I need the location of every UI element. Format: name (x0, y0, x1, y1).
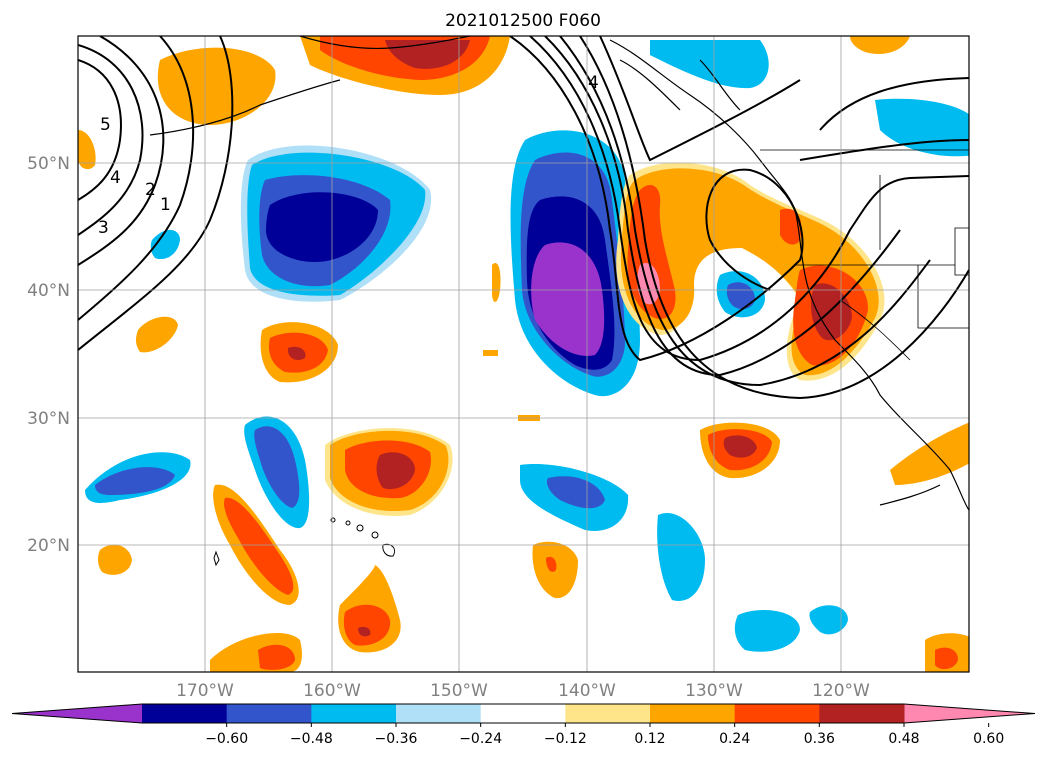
coastlines (149, 36, 969, 511)
positive-anomaly-region (483, 350, 498, 356)
islands (213, 517, 396, 567)
colorbar-segment (142, 704, 228, 723)
colorbar-segment (565, 704, 651, 723)
colorbar-segment (480, 704, 566, 723)
positive-anomaly-region (546, 556, 557, 572)
contour-label: 3 (98, 218, 109, 238)
colorbar-segment (311, 704, 397, 723)
positive-anomaly-region (157, 47, 276, 125)
colorbar-tick-label: 0.36 (804, 731, 835, 747)
positive-anomaly-region (385, 40, 470, 69)
colorbar-segment (226, 704, 312, 723)
colorbar-tick-label: −0.60 (205, 731, 248, 747)
colorbar: −0.60 −0.48 −0.36 −0.24 −0.12 0.12 0.24 0.36 0.4… (11, 703, 1036, 747)
colorbar-tick-label: −0.48 (290, 731, 333, 747)
positive-anomaly-region (135, 316, 178, 353)
positive-anomaly-region (343, 604, 391, 646)
lon-label: 160°W (303, 681, 361, 701)
lon-label: 120°W (812, 681, 870, 701)
map-area: 5 4 3 2 1 4 (78, 36, 969, 672)
contour-label: 5 (100, 115, 111, 135)
positive-anomaly-region (780, 208, 802, 245)
colorbar-segment (819, 704, 905, 723)
negative-anomaly-region (809, 605, 848, 635)
positive-anomaly-region (78, 130, 96, 170)
lon-label: 130°W (685, 681, 743, 701)
positive-anomaly-region (288, 346, 306, 360)
positive-anomaly-region (810, 283, 852, 341)
colorbar-extend-low (12, 704, 142, 723)
positive-anomaly-region (723, 435, 757, 458)
contour-labels: 5 4 3 2 1 4 (98, 73, 599, 238)
negative-anomaly-region (726, 282, 755, 310)
negative-anomaly-region (546, 476, 605, 509)
positive-anomaly-region (358, 626, 371, 637)
longitude-labels: 170°W 160°W 150°W 140°W 130°W 120°W (176, 681, 870, 701)
graticule (78, 36, 969, 672)
negative-anomaly-region (254, 426, 300, 508)
colorbar-tick-label: 0.24 (719, 731, 750, 747)
negative-anomaly-region (650, 40, 769, 89)
negative-anomaly-region (266, 192, 378, 262)
lat-label: 20°N (27, 536, 70, 556)
negative-anomaly-region (875, 98, 969, 157)
lon-label: 170°W (176, 681, 234, 701)
colorbar-tick-label: 0.60 (973, 731, 1004, 747)
colorbar-segment (396, 704, 482, 723)
contour-label: 1 (160, 195, 171, 215)
colorbar-extend-high (904, 704, 1035, 723)
lat-label: 30°N (27, 409, 70, 429)
lat-label: 40°N (27, 281, 70, 301)
positive-anomaly-region (224, 497, 294, 595)
positive-anomaly-region (935, 647, 958, 670)
colorbar-segment (650, 704, 736, 723)
lon-label: 150°W (430, 681, 488, 701)
colorbar-tick-label: −0.12 (544, 731, 587, 747)
contour-label: 4 (588, 73, 599, 93)
contour-label: 4 (110, 168, 121, 188)
negative-anomaly-region (150, 229, 180, 260)
anomaly-fill (78, 36, 969, 672)
colorbar-segment (734, 704, 820, 723)
positive-anomaly-region (850, 36, 910, 55)
positive-anomaly-region (376, 452, 415, 490)
negative-anomaly-region (657, 513, 705, 601)
lat-label: 50°N (27, 154, 70, 174)
negative-anomaly-region (734, 610, 800, 652)
colorbar-tick-label: −0.24 (459, 731, 502, 747)
negative-anomaly-region (95, 467, 175, 495)
colorbar-tick-label: 0.48 (888, 731, 919, 747)
colorbar-tick-label: 0.12 (634, 731, 665, 747)
colorbar-outline (11, 703, 1036, 724)
map-frame (77, 35, 970, 673)
latitude-labels: 50°N 40°N 30°N 20°N (27, 154, 70, 556)
positive-anomaly-region (97, 544, 132, 575)
colorbar-tick-label: −0.36 (375, 731, 418, 747)
lon-label: 140°W (558, 681, 616, 701)
negative-anomaly-region (531, 242, 605, 356)
positive-anomaly-region (258, 644, 295, 670)
contour-label: 2 (145, 180, 156, 200)
map-title: 2021012500 F060 (445, 11, 601, 31)
positive-anomaly-region (637, 262, 660, 305)
positive-anomaly-region (492, 262, 501, 302)
